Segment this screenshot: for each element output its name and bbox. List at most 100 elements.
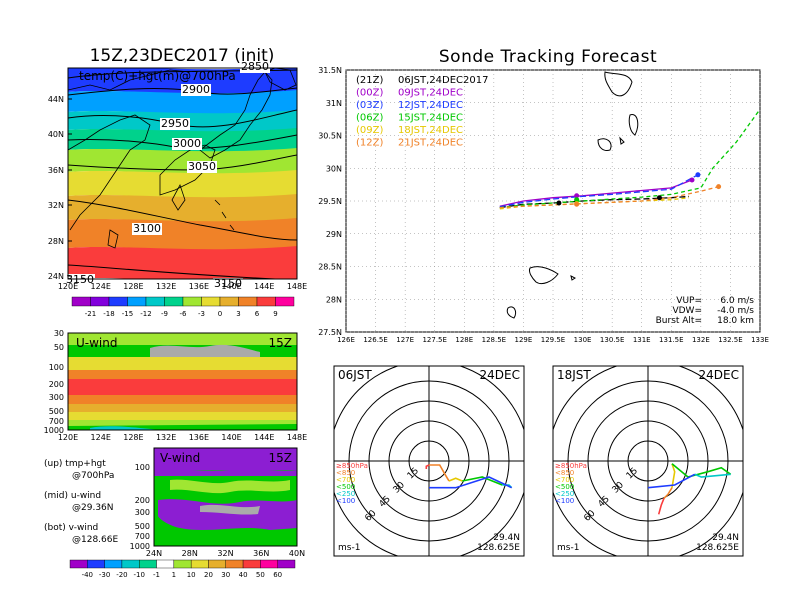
wind-colorbar-label: -30 (99, 571, 110, 579)
contour-label-bg (181, 84, 211, 96)
vwind-y-tick: 100 (135, 463, 150, 472)
uwind-x-tick: 136E (189, 433, 209, 442)
uwind-label: U-wind (76, 336, 117, 350)
wind-colorbar-swatch (156, 559, 175, 569)
temperature-band (68, 170, 297, 199)
wind-colorbar-swatch (121, 559, 140, 569)
level-legend: <850 (555, 469, 574, 477)
colorbar-label: 3 (236, 310, 240, 318)
map-x-tick: 144E (254, 282, 274, 291)
wind-colorbar-label: 20 (204, 571, 213, 579)
uwind-x-tick: 124E (91, 433, 111, 442)
uwind-y-tick: 50 (54, 343, 64, 352)
contour-label: 3050 (188, 160, 216, 173)
uwind-x-tick: 120E (58, 433, 78, 442)
track-y-tick: 31N (326, 99, 342, 108)
contour-label-bg (240, 61, 270, 73)
track-x-tick: 132.5E (718, 336, 742, 344)
wind-colorbar-label: 1 (172, 571, 176, 579)
track-marker (689, 177, 695, 183)
track-x-tick: 129E (515, 336, 533, 344)
colorbar-swatch (256, 296, 276, 307)
colorbar-swatch (71, 296, 91, 307)
uwind-y-tick: 1000 (44, 426, 64, 435)
colorbar-label: -9 (161, 310, 168, 318)
level-legend: <850 (336, 469, 355, 477)
wind-colorbar-label: 30 (221, 571, 230, 579)
legend-code: (09Z) (356, 125, 383, 136)
panel-notes: (up) tmp+hgt @700hPa (mid) u-wind @29.36N (b… (44, 459, 118, 545)
param-label: VDW= (672, 306, 702, 316)
track-marker (574, 201, 580, 207)
map-x-tick: 140E (221, 282, 241, 291)
uwind-time: 15Z (269, 336, 293, 350)
legend-label: 18JST,24DEC (398, 125, 463, 136)
map-y-tick: 32N (48, 201, 64, 210)
map-x-tick: 120E (58, 282, 78, 291)
track-x-tick: 126.5E (363, 336, 387, 344)
hodograph-lon: 128.625E (696, 543, 739, 553)
right-title: Sonde Tracking Forecast (439, 47, 657, 67)
hodograph-time: 06JST (338, 368, 372, 382)
contour-label-bg (65, 274, 95, 286)
vwind-label: V-wind (160, 451, 200, 465)
uwind-x-tick: 144E (254, 433, 274, 442)
map-x-tick: 132E (156, 282, 176, 291)
map-y-tick: 24N (48, 272, 64, 281)
hodograph-lat: 29.4N (712, 533, 739, 543)
track-x-tick: 131E (633, 336, 651, 344)
map-x-tick: 136E (189, 282, 209, 291)
map-y-tick: 36N (48, 166, 64, 175)
wind-colorbar-swatch (69, 559, 88, 569)
colorbar-label: -6 (180, 310, 188, 318)
track-x-tick: 130E (574, 336, 592, 344)
vwind-y-tick: 300 (135, 508, 150, 517)
hodograph-unit: ms-1 (338, 543, 360, 553)
legend-code: (00Z) (356, 88, 383, 99)
vwind-x-tick: 40N (289, 549, 305, 558)
track-marker (716, 184, 722, 190)
track-line (499, 108, 760, 209)
vwind-y-tick: 700 (135, 532, 150, 541)
hodograph-unit: ms-1 (557, 543, 579, 553)
contour-label-bg (160, 118, 190, 130)
note-line1: (bot) v-wind (44, 523, 98, 533)
param-label: Burst Alt= (656, 316, 702, 326)
contour-label: 3100 (133, 222, 161, 235)
wind-colorbar-swatch (208, 559, 226, 569)
tracking-panel: (21Z) 06JST,24DEC2017 (00Z) 09JST,24DEC (03Z… (318, 66, 769, 344)
track-x-tick: 127.5E (422, 336, 446, 344)
track-x-tick: 131.5E (659, 336, 683, 344)
wind-colorbar: -40 -30 -20 -10 -1 1 10 20 30 40 50 60 (69, 559, 296, 579)
track-marker (695, 172, 701, 178)
legend-label: 21JST,24DEC (398, 138, 463, 149)
level-legend: <250 (336, 490, 355, 498)
contour-label-bg (132, 223, 162, 235)
track-x-tick: 133E (751, 336, 769, 344)
wind-colorbar-label: -20 (116, 571, 127, 579)
hodograph-trace (448, 477, 463, 482)
level-legend: <500 (336, 483, 355, 491)
vwind-x-tick: 32N (217, 549, 233, 558)
track-line (499, 179, 693, 207)
wind-colorbar-label: -1 (153, 571, 160, 579)
hodograph-trace (647, 473, 696, 489)
note-line1: (up) tmp+hgt (44, 459, 106, 469)
legend-code: (12Z) (356, 138, 383, 149)
param-value: -4.0 m/s (717, 306, 754, 316)
uwind-y-tick: 700 (49, 417, 64, 426)
uwind-y-tick: 300 (49, 393, 64, 402)
wind-colorbar-label: -10 (134, 571, 145, 579)
hodograph-date: 24DEC (480, 368, 520, 382)
hodograph-trace (657, 498, 665, 515)
contour-label: 3000 (173, 137, 201, 150)
legend-code: (03Z) (356, 100, 383, 111)
wind-colorbar-swatch (225, 559, 244, 569)
hodograph-trace (462, 476, 503, 486)
track-line (499, 174, 699, 208)
legend-label: 15JST,24DEC (398, 113, 463, 124)
note-line2: @700hPa (72, 471, 114, 481)
